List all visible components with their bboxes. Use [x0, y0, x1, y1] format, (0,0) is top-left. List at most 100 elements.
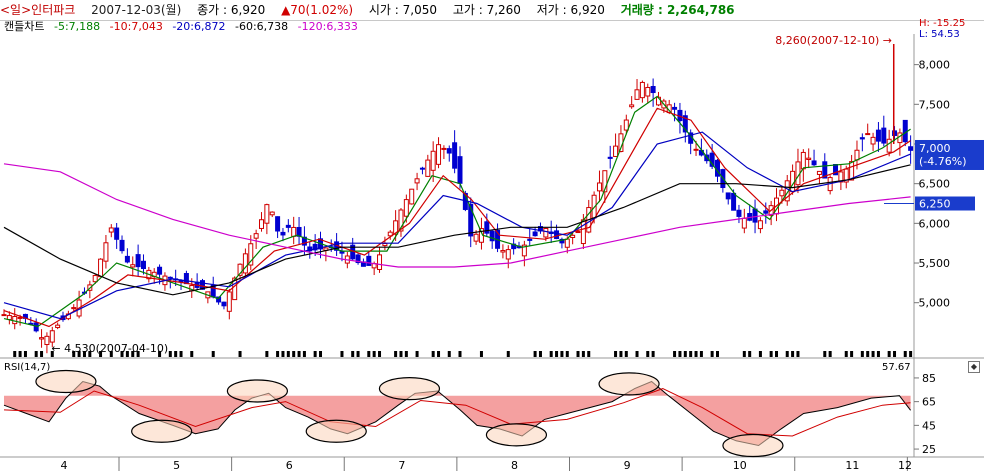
signal-marker	[715, 351, 719, 357]
candle-body	[130, 264, 136, 268]
ma20-line	[3, 131, 911, 320]
signal-marker	[190, 351, 194, 357]
rsi-last-value: 57.67	[882, 362, 911, 373]
candle-body	[409, 188, 415, 205]
candle-body	[419, 167, 425, 170]
signal-marker	[319, 351, 323, 357]
rsi-highlight-ellipse	[35, 369, 97, 394]
candle-body	[425, 159, 431, 177]
legend-candle: 캔들차트	[4, 20, 45, 33]
x-tick-label: 7	[398, 459, 405, 471]
candle-body	[430, 150, 436, 171]
candle-body	[387, 231, 393, 237]
signal-marker	[748, 351, 752, 357]
rsi-highlight-ellipse	[598, 372, 660, 396]
candle-body	[596, 182, 602, 192]
high-label: 고가 : 7,260	[452, 3, 521, 17]
candle-body	[441, 147, 447, 150]
candle-body	[489, 230, 495, 242]
candle-body	[693, 148, 699, 151]
signal-marker	[50, 351, 54, 357]
candle-body	[403, 199, 409, 217]
candle-body	[731, 192, 737, 211]
x-tick-label: 8	[511, 459, 518, 471]
signal-marker	[678, 351, 682, 357]
signal-marker	[909, 351, 913, 357]
ma10-line	[3, 107, 911, 328]
signal-marker	[850, 351, 854, 357]
candle-body	[902, 119, 908, 143]
signal-marker	[372, 351, 376, 357]
symbol-label[interactable]: <일>인터파크	[0, 3, 76, 17]
candle-body	[532, 231, 538, 237]
candle-body	[275, 216, 281, 232]
candle-body	[167, 276, 173, 279]
signal-marker	[276, 351, 280, 357]
candle-body	[355, 254, 361, 264]
hl-high: H: -15.25	[919, 18, 966, 29]
signal-marker	[447, 351, 451, 357]
signal-marker	[125, 351, 129, 357]
y-tick-label: 5,500	[919, 257, 951, 270]
candle-body	[505, 249, 511, 260]
signal-marker	[109, 351, 113, 357]
candle-body	[650, 85, 656, 94]
signal-marker	[13, 351, 17, 357]
signal-marker	[238, 351, 242, 357]
rsi-settings-button[interactable]: ◆	[968, 361, 980, 373]
rsi-fill	[4, 381, 911, 446]
signal-marker	[479, 351, 483, 357]
signal-marker	[683, 351, 687, 357]
signal-marker	[394, 351, 398, 357]
candle-body	[98, 258, 104, 278]
price-tag-box	[915, 139, 984, 170]
price-tag-change: (-4.76%)	[919, 155, 967, 168]
price-tag-value: 7,000	[919, 142, 951, 155]
high-annotation: 8,260(2007-12-10) →	[775, 34, 892, 47]
signal-marker	[88, 351, 92, 357]
candle-body	[752, 208, 758, 223]
candle-body	[564, 238, 570, 248]
candle-body	[39, 337, 45, 340]
signal-marker	[576, 351, 580, 357]
signal-marker	[297, 351, 301, 357]
candle-body	[253, 233, 259, 239]
candle-body	[264, 204, 270, 224]
signal-marker	[168, 351, 172, 357]
candle-body	[816, 170, 822, 175]
legend-ma60: -60:6,738	[235, 20, 289, 33]
candle-body	[822, 161, 828, 179]
candle-body	[892, 130, 898, 136]
candle-body	[366, 255, 372, 266]
signal-marker	[769, 351, 773, 357]
chart-legend: 캔들차트 -5:7,188 -10:7,043 -20:6,872 -60:6,…	[4, 20, 364, 34]
candle-body	[484, 221, 490, 234]
rsi-highlight-ellipse	[722, 433, 784, 458]
rsi-title: RSI(14,7)	[4, 362, 51, 373]
signal-marker	[292, 351, 296, 357]
candle-body	[623, 119, 629, 131]
rsi-tick-label: 45	[922, 419, 936, 432]
signal-marker	[903, 351, 907, 357]
signal-marker	[860, 351, 864, 357]
rsi-highlight-ellipse	[131, 419, 193, 443]
signal-marker	[538, 351, 542, 357]
candle-body	[280, 231, 286, 236]
signal-marker	[828, 351, 832, 357]
open-label: 시가 : 7,050	[368, 3, 437, 17]
candle-body	[226, 291, 232, 312]
candle-body	[269, 211, 275, 216]
candle-body	[779, 189, 785, 197]
candle-body	[44, 335, 50, 346]
signal-marker	[876, 351, 880, 357]
candle-body	[602, 170, 608, 193]
signal-marker	[699, 351, 703, 357]
candle-body	[886, 138, 892, 153]
signal-marker	[351, 351, 355, 357]
signal-marker	[791, 351, 795, 357]
y-tick-label: 6,000	[919, 217, 951, 230]
hl-readout: H: -15.25 L: 54.53	[919, 18, 965, 40]
candle-body	[875, 129, 881, 142]
candle-body	[634, 89, 640, 100]
